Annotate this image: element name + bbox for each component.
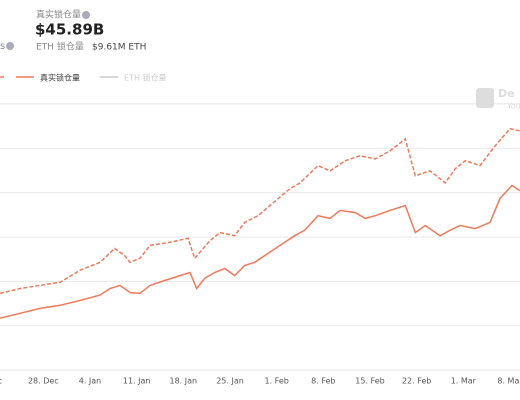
eth-label: ETH 锁仓量 [36,41,84,53]
x-tick-label: 8. Mar [497,377,520,386]
cut-label: s [0,41,5,52]
series-line [0,184,520,319]
x-tick-label: 8. Feb [311,377,335,386]
x-tick-label: 1. Feb [264,377,288,386]
tvl-value: $45.89B [35,21,104,39]
watermark: De [498,87,515,100]
eth-value: $9.61M ETH [92,43,146,53]
x-tick-label: 22. Feb [402,377,431,386]
series-line [0,127,520,295]
tvl-label: 真实锁仓量 [36,9,81,21]
x-tick-label: c [0,377,2,386]
x-tick-label: 4. Jan [79,377,102,386]
help-icon[interactable] [82,11,90,19]
x-tick-label: 28. Dec [28,377,59,386]
x-tick-label: 15. Feb [355,377,384,386]
help-icon[interactable] [6,42,14,50]
x-tick-label: 11. Jan [123,377,151,386]
x-tick-label: 18. Jan [170,377,198,386]
legend-item[interactable]: ETH 锁仓量 [124,73,167,83]
watermark-logo [476,88,494,108]
legend-item[interactable]: 真实锁仓量 [40,73,80,83]
x-tick-label: 25. Jan [216,377,244,386]
watermark: You [506,102,520,111]
x-tick-label: 1. Mar [451,377,477,386]
